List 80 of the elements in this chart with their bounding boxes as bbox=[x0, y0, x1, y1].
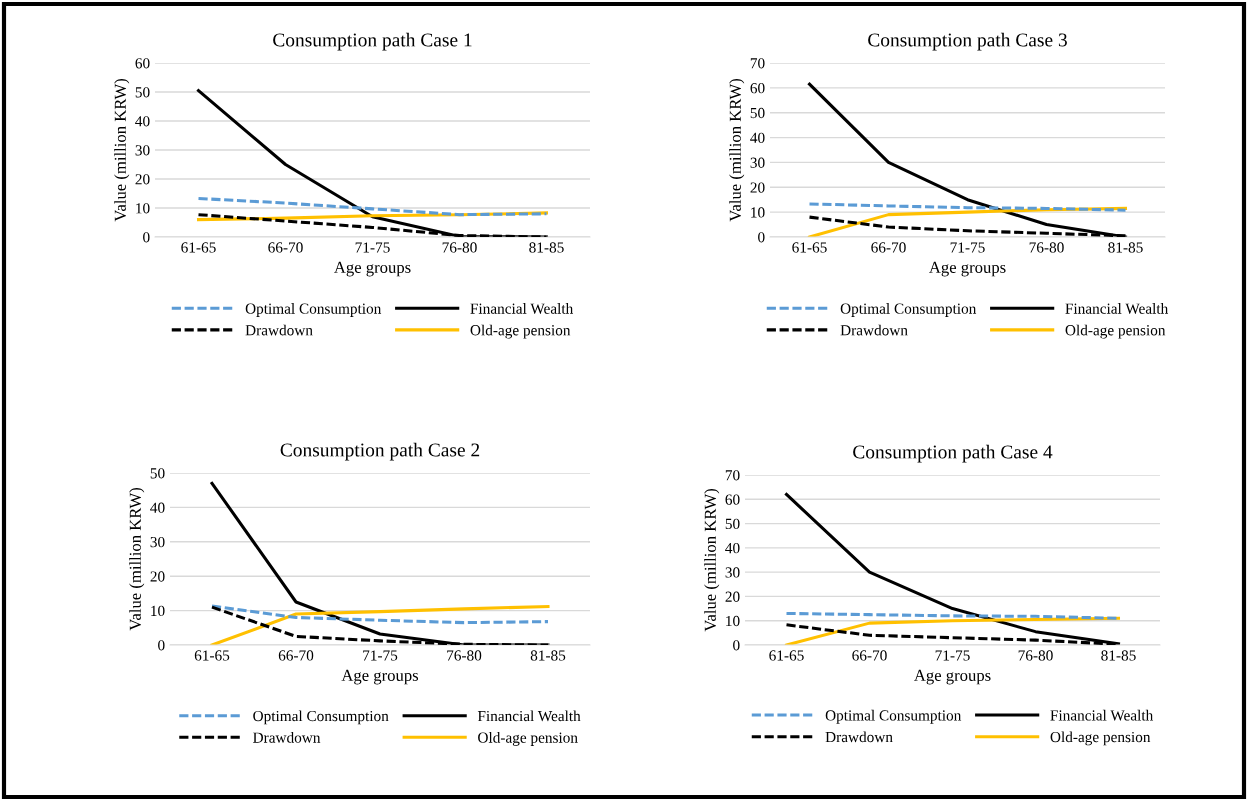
x-tick-label: 71-75 bbox=[363, 650, 398, 661]
y-tick-label: 50 bbox=[150, 468, 165, 479]
y-tick-label: 0 bbox=[733, 640, 740, 651]
x-tick-label: 61-65 bbox=[194, 650, 230, 661]
y-axis-title: Value (million KRW) bbox=[704, 488, 720, 632]
x-tick-label: 71-75 bbox=[950, 242, 985, 253]
y-tick-label: 60 bbox=[135, 58, 150, 69]
chart-title: Consumption path Case 4 bbox=[853, 444, 1053, 463]
x-axis-title: Age groups bbox=[914, 669, 991, 685]
legend-label: Old-age pension bbox=[1050, 731, 1151, 746]
x-tick-label: 71-75 bbox=[935, 650, 970, 661]
y-tick-label: 20 bbox=[725, 591, 740, 602]
chart-title: Consumption path Case 2 bbox=[280, 442, 480, 461]
x-tick-label: 71-75 bbox=[355, 242, 390, 253]
y-tick-label: 20 bbox=[135, 174, 150, 185]
legend-label: Drawdown bbox=[840, 324, 908, 336]
y-tick-label: 50 bbox=[750, 107, 765, 119]
x-tick-label: 76-80 bbox=[1029, 242, 1064, 253]
y-tick-label: 0 bbox=[143, 232, 150, 243]
x-tick-label: 81-85 bbox=[529, 242, 564, 253]
x-tick-label: 66-70 bbox=[871, 242, 906, 253]
y-tick-label: 40 bbox=[750, 132, 765, 144]
y-tick-label: 10 bbox=[751, 207, 765, 218]
legend-label: Old-age pension bbox=[478, 732, 578, 746]
x-tick-label: 81-85 bbox=[1108, 242, 1143, 253]
y-tick-label: 10 bbox=[136, 203, 150, 214]
x-tick-label: 76-80 bbox=[1018, 650, 1053, 661]
x-tick-label: 66-70 bbox=[268, 242, 303, 253]
y-tick-label: 20 bbox=[750, 182, 765, 193]
legend-label: Optimal Consumption bbox=[245, 303, 382, 317]
x-tick-label: 76-80 bbox=[447, 650, 482, 661]
x-tick-label: 66-70 bbox=[278, 650, 314, 661]
y-tick-label: 40 bbox=[135, 116, 150, 127]
legend-label: Financial Wealth bbox=[477, 710, 581, 722]
y-tick-label: 0 bbox=[758, 232, 765, 243]
chart-title: Consumption path Case 1 bbox=[273, 32, 472, 51]
line-series bbox=[196, 196, 549, 217]
y-tick-label: 40 bbox=[150, 502, 165, 513]
x-tick-label: 81-85 bbox=[530, 650, 566, 661]
x-tick-label: 61-65 bbox=[181, 242, 216, 253]
x-tick-label: 81-85 bbox=[1101, 650, 1136, 661]
chart-title: Consumption path Case 3 bbox=[868, 32, 1067, 51]
y-tick-label: 30 bbox=[725, 567, 740, 578]
y-axis-title: Value (million KRW) bbox=[114, 78, 130, 222]
y-tick-label: 30 bbox=[135, 145, 150, 156]
y-tick-label: 50 bbox=[135, 87, 150, 98]
x-tick-label: 76-80 bbox=[442, 242, 477, 253]
y-tick-label: 10 bbox=[726, 615, 740, 627]
legend-label: Financial Wealth bbox=[470, 303, 574, 314]
y-tick-label: 70 bbox=[725, 470, 740, 481]
legend-label: Drawdown bbox=[245, 324, 313, 336]
y-tick-label: 30 bbox=[150, 536, 165, 548]
legend-label: Drawdown bbox=[825, 731, 893, 743]
line-series bbox=[210, 604, 550, 625]
legend-label: Drawdown bbox=[253, 732, 321, 743]
y-tick-label: 30 bbox=[750, 157, 765, 168]
y-tick-label: 20 bbox=[150, 571, 165, 582]
y-tick-label: 0 bbox=[158, 640, 165, 651]
legend-label: Old-age pension bbox=[1065, 324, 1166, 339]
y-axis-title: Value (million KRW) bbox=[129, 487, 145, 631]
y-axis-title: Value (million KRW) bbox=[729, 78, 745, 222]
y-tick-label: 70 bbox=[750, 58, 765, 69]
y-tick-label: 60 bbox=[750, 83, 765, 94]
y-tick-label: 40 bbox=[725, 543, 740, 554]
x-axis-title: Age groups bbox=[334, 261, 411, 277]
x-tick-label: 61-65 bbox=[792, 242, 827, 253]
x-tick-label: 66-70 bbox=[852, 650, 887, 661]
legend-label: Financial Wealth bbox=[1050, 709, 1154, 721]
x-tick-label: 61-65 bbox=[769, 650, 804, 661]
x-axis-title: Age groups bbox=[341, 669, 419, 685]
legend-label: Optimal Consumption bbox=[840, 303, 977, 317]
legend-label: Old-age pension bbox=[470, 324, 571, 339]
y-tick-label: 10 bbox=[151, 605, 165, 617]
y-tick-label: 50 bbox=[725, 518, 740, 530]
x-axis-title: Age groups bbox=[929, 261, 1006, 277]
legend-label: Financial Wealth bbox=[1065, 303, 1169, 314]
line-series bbox=[807, 202, 1128, 212]
legend-label: Optimal Consumption bbox=[253, 710, 389, 725]
legend-label: Optimal Consumption bbox=[825, 709, 962, 724]
y-tick-label: 60 bbox=[725, 494, 740, 505]
